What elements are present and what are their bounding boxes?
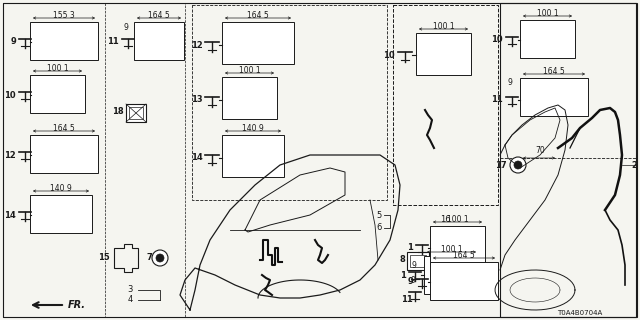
Text: 11: 11 [492, 95, 503, 105]
Bar [430, 226, 485, 264]
Circle shape [510, 157, 526, 173]
Text: 2: 2 [631, 161, 637, 170]
Text: 15: 15 [99, 253, 110, 262]
Bar [30, 135, 98, 173]
Text: 9: 9 [10, 37, 16, 46]
Text: 9: 9 [412, 261, 417, 270]
Bar [222, 22, 294, 64]
Text: 70: 70 [535, 146, 545, 155]
Bar [430, 262, 498, 300]
Circle shape [514, 161, 522, 169]
Bar [500, 3, 636, 158]
Bar [407, 252, 429, 270]
Bar [30, 75, 85, 113]
Bar [500, 3, 636, 317]
Text: 4: 4 [127, 295, 132, 305]
Text: 14: 14 [4, 211, 16, 220]
Bar [520, 20, 575, 58]
Bar [424, 256, 479, 294]
Bar [520, 78, 588, 116]
Text: 6: 6 [376, 223, 382, 233]
Text: 1: 1 [407, 244, 413, 252]
Bar [30, 195, 92, 233]
Text: 12: 12 [4, 150, 16, 159]
Bar [192, 5, 387, 200]
Text: 16: 16 [440, 215, 451, 224]
Text: 164 5: 164 5 [247, 11, 269, 20]
Text: 10: 10 [383, 51, 395, 60]
Text: 164 5: 164 5 [53, 124, 75, 133]
Text: 11: 11 [108, 37, 119, 46]
Text: 8: 8 [399, 255, 405, 265]
Text: 13: 13 [191, 95, 203, 105]
Bar [222, 77, 277, 119]
Text: FR.: FR. [68, 300, 86, 310]
Text: 7: 7 [147, 253, 152, 262]
Text: 9: 9 [411, 276, 415, 285]
Text: 10: 10 [492, 36, 503, 44]
Text: 140 9: 140 9 [50, 184, 72, 193]
Text: 100 1: 100 1 [47, 64, 68, 73]
Text: 9: 9 [124, 23, 129, 32]
Text: 11: 11 [401, 295, 413, 305]
Bar [222, 135, 284, 177]
Text: 164 5: 164 5 [543, 67, 565, 76]
Text: 9: 9 [508, 78, 513, 87]
Text: 140 9: 140 9 [242, 124, 264, 133]
Text: 3: 3 [127, 285, 132, 294]
Bar [410, 255, 426, 267]
Bar [134, 22, 184, 60]
Text: 17: 17 [495, 161, 507, 170]
Text: 18: 18 [113, 108, 124, 116]
Text: 9: 9 [407, 277, 413, 286]
Text: T0A4B0704A: T0A4B0704A [557, 310, 603, 316]
Text: 5: 5 [377, 211, 382, 220]
Bar [126, 104, 146, 122]
Circle shape [156, 254, 164, 262]
Text: 164 5: 164 5 [148, 11, 170, 20]
Text: 14: 14 [191, 154, 203, 163]
Text: 12: 12 [191, 41, 203, 50]
Bar [30, 22, 98, 60]
Text: 155 3: 155 3 [53, 11, 75, 20]
Bar [416, 33, 471, 75]
Circle shape [152, 250, 168, 266]
Text: 10: 10 [4, 91, 16, 100]
Text: 100 1: 100 1 [239, 66, 260, 75]
Text: 100 1: 100 1 [537, 9, 558, 18]
Bar [393, 5, 498, 205]
Text: 100 1: 100 1 [433, 22, 454, 31]
Text: 100 1: 100 1 [447, 215, 468, 224]
Bar [3, 3, 185, 317]
Text: 1: 1 [400, 270, 406, 279]
Text: 100 1: 100 1 [441, 245, 462, 254]
Bar [129, 107, 143, 119]
Text: 164 5: 164 5 [453, 251, 475, 260]
